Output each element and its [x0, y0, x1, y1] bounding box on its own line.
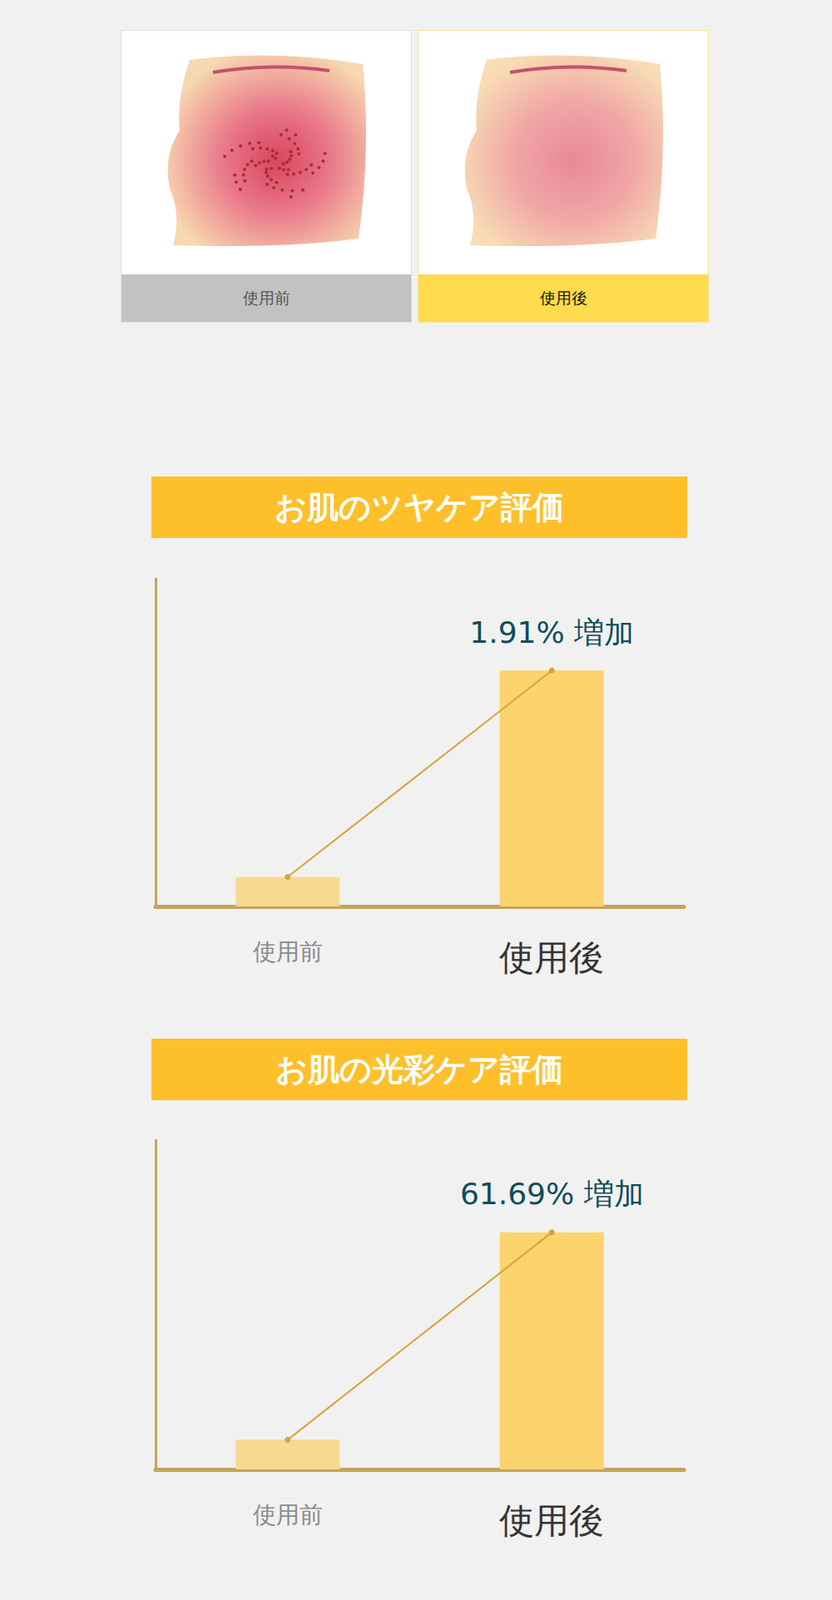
- svg-text:61.69% 増加: 61.69% 増加: [460, 1177, 644, 1212]
- svg-text:1.91% 増加: 1.91% 増加: [469, 615, 634, 650]
- html-text:使用後: 使用後: [539, 288, 587, 308]
- html-text:使用前: 使用前: [242, 288, 290, 308]
- html-text:お肌の光彩ケア評価: お肌の光彩ケア評価: [275, 1051, 564, 1089]
- svg-text:使用前: 使用前: [252, 938, 323, 966]
- svg-text:使用後: 使用後: [499, 937, 605, 979]
- svg-text:使用前: 使用前: [252, 1501, 323, 1530]
- html-text:お肌のツヤケア評価: お肌のツヤケア評価: [274, 489, 565, 526]
- svg-text:使用後: 使用後: [499, 1500, 605, 1542]
